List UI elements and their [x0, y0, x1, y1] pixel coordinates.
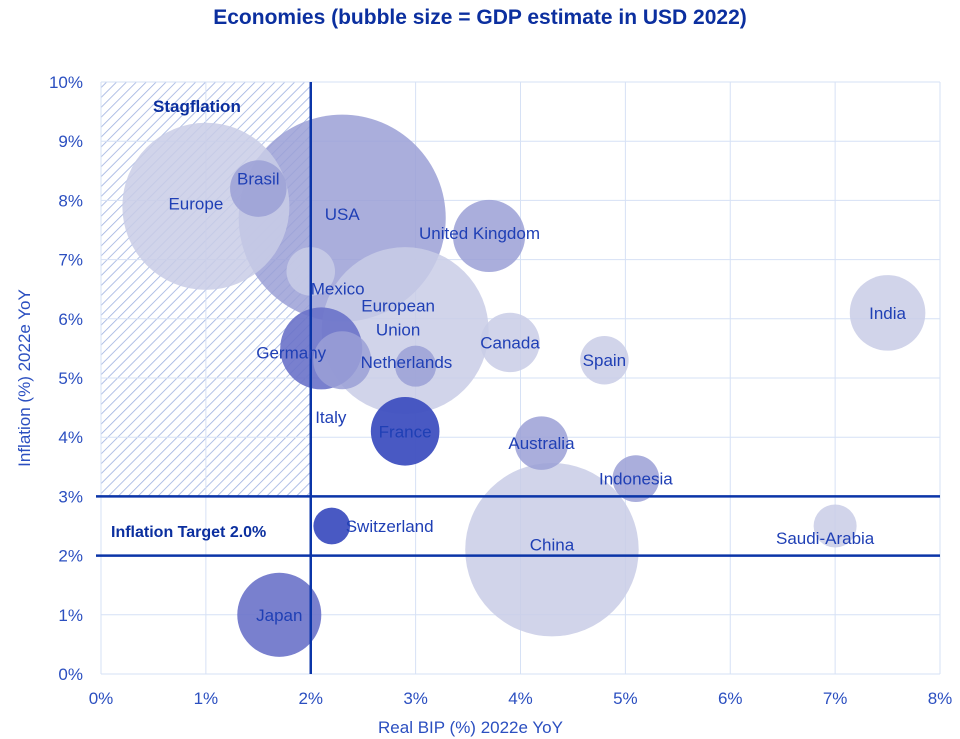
- x-tick-label: 7%: [823, 689, 848, 708]
- bubble-label: Indonesia: [599, 470, 673, 489]
- y-tick-label: 10%: [49, 73, 83, 92]
- bubble-china: [465, 462, 639, 637]
- bubble-label: Mexico: [311, 279, 365, 298]
- x-tick-label: 6%: [718, 689, 743, 708]
- bubble-saudi-arabia: [813, 504, 857, 548]
- bubble-label: Japan: [256, 606, 302, 625]
- grid-layer: 0% 1% 2% 3% 4% 5% 6% 7% 8% 0% 1% 2% 3% 4% 5% 6% 7% 8% 9% 10…: [15, 73, 952, 737]
- bubble-japan: [237, 572, 322, 657]
- bubble-label: European Union: [361, 297, 435, 340]
- bubble-label: Canada: [480, 333, 540, 352]
- x-tick-label: 8%: [928, 689, 953, 708]
- bubble-label: USA: [325, 205, 361, 224]
- bubble-switzerland: [313, 507, 351, 545]
- y-tick-label: 7%: [58, 251, 83, 270]
- y-tick-label: 3%: [58, 487, 83, 506]
- bubble-label: Europe: [168, 194, 223, 213]
- bubble-india: [849, 275, 926, 351]
- y-tick-label: 8%: [58, 191, 83, 210]
- y-tick-label: 0%: [58, 665, 83, 684]
- stagflation-label: Stagflation: [153, 97, 241, 116]
- bubble-label: India: [869, 304, 906, 323]
- y-tick-label: 2%: [58, 547, 83, 566]
- bubble-brasil: [230, 160, 287, 217]
- bubble-france: [370, 396, 440, 466]
- bubble-label: Australia: [508, 434, 575, 453]
- y-tick-label: 9%: [58, 132, 83, 151]
- chart-title: Economies (bubble size = GDP estimate in…: [213, 6, 747, 29]
- inflation-target-label: Inflation Target 2.0%: [111, 524, 266, 541]
- bubble-label: Brasil: [237, 170, 280, 189]
- x-tick-label: 0%: [89, 689, 114, 708]
- bubble-label: China: [530, 536, 575, 555]
- bubble-label: United Kingdom: [419, 224, 540, 243]
- bubble-united-kingdom: [452, 199, 526, 273]
- x-tick-label: 5%: [613, 689, 638, 708]
- x-tick-label: 3%: [403, 689, 428, 708]
- bubble-spain: [580, 335, 629, 385]
- bubble-indonesia: [612, 455, 660, 503]
- x-axis-label: Real BIP (%) 2022e YoY: [378, 718, 563, 737]
- labels-layer: Stagflation Inflation Target 2.0% Europe US…: [111, 97, 907, 625]
- bubble-netherlands: [395, 345, 437, 387]
- bubble-australia: [514, 416, 569, 470]
- y-axis-label: Inflation (%) 2022e YoY: [15, 289, 34, 467]
- reference-lines-layer: [96, 82, 940, 674]
- bubble-label: Spain: [583, 351, 626, 370]
- bubbles-layer: [122, 114, 926, 657]
- y-tick-label: 5%: [58, 369, 83, 388]
- y-tick-label: 1%: [58, 606, 83, 625]
- y-tick-label: 4%: [58, 428, 83, 447]
- x-tick-label: 2%: [298, 689, 323, 708]
- bubble-canada: [480, 312, 540, 373]
- bubble-label: Saudi-Arabia: [776, 529, 875, 548]
- bubble-label: Netherlands: [361, 353, 453, 372]
- bubble-label: Italy: [315, 408, 347, 427]
- bubble-italy: [313, 331, 372, 390]
- bubble-label: France: [379, 422, 432, 441]
- x-tick-label: 1%: [194, 689, 219, 708]
- bubble-label: Switzerland: [346, 517, 434, 536]
- bubble-label: Germany: [256, 343, 326, 362]
- x-tick-label: 4%: [508, 689, 533, 708]
- y-tick-label: 6%: [58, 310, 83, 329]
